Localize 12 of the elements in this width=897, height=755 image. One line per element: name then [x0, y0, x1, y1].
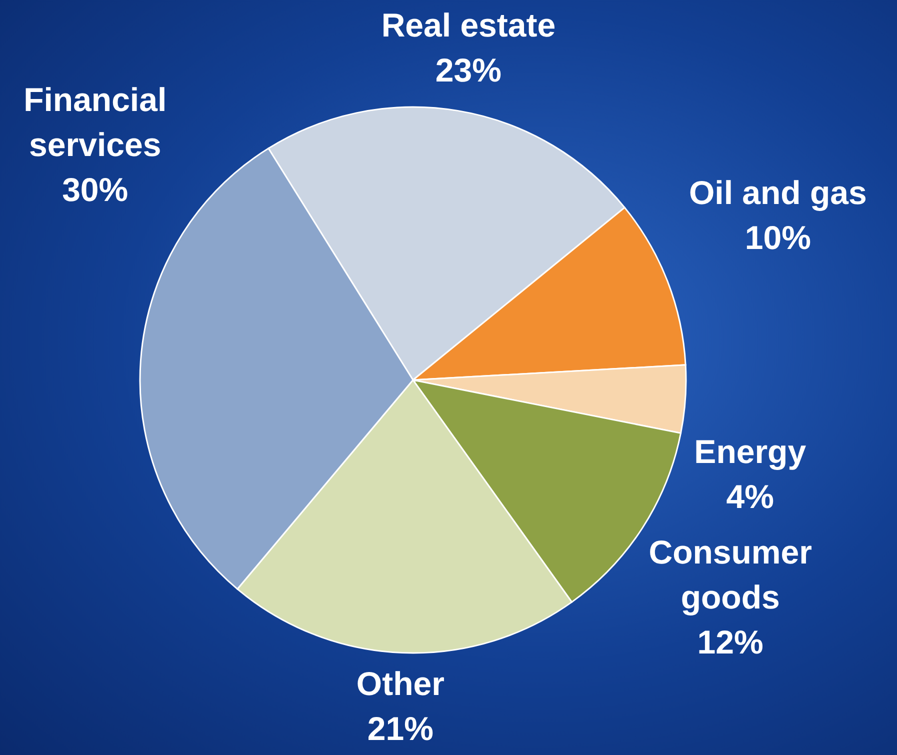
data-label: 4%: [726, 478, 774, 516]
data-label: 10%: [744, 219, 811, 256]
slice-label: Energy: [694, 433, 807, 470]
data-label: 30%: [62, 171, 128, 208]
data-label: 23%: [435, 52, 502, 88]
slice-label: Real estate: [381, 6, 556, 44]
slice-label: Oil and gas: [688, 174, 867, 212]
data-label: 12%: [697, 624, 764, 661]
slice-label: Other: [356, 665, 445, 702]
data-label: 21%: [367, 710, 434, 748]
slice-label: Consumer goods: [648, 534, 812, 616]
slice-label: Financial services: [24, 81, 167, 164]
